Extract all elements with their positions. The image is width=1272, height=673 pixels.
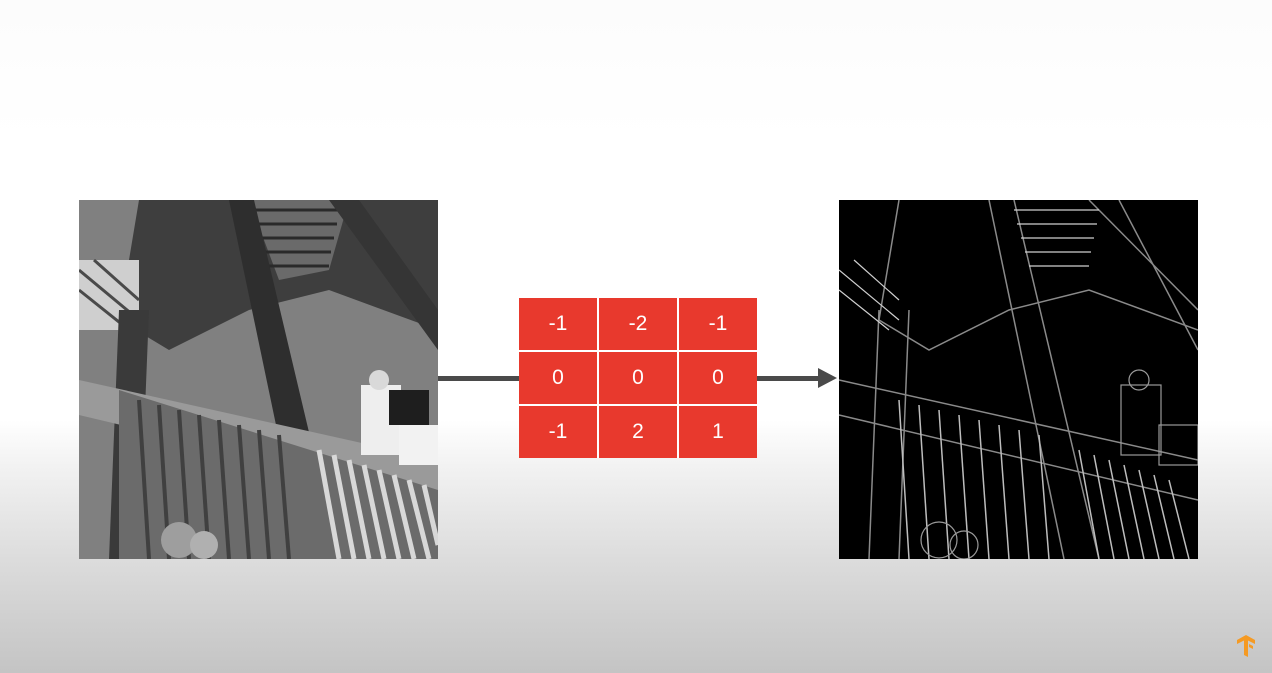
convolution-kernel: -1 -2 -1 0 0 0 -1 2 1 [519,298,757,458]
kernel-cell: 0 [679,352,757,404]
kernel-cell: -2 [599,298,677,350]
staircase-photo [79,200,438,559]
edge-detected-photo [839,200,1198,559]
kernel-cell: 2 [599,406,677,458]
kernel-cell: -1 [519,298,597,350]
connector-line-right [757,376,820,381]
connector-line-left [438,376,519,381]
kernel-cell: 1 [679,406,757,458]
arrow-right-icon [818,368,837,388]
input-image [79,200,438,559]
kernel-cell: -1 [519,406,597,458]
tensorflow-logo-icon [1237,635,1255,657]
kernel-cell: 0 [519,352,597,404]
kernel-cell: -1 [679,298,757,350]
output-image [839,200,1198,559]
kernel-cell: 0 [599,352,677,404]
